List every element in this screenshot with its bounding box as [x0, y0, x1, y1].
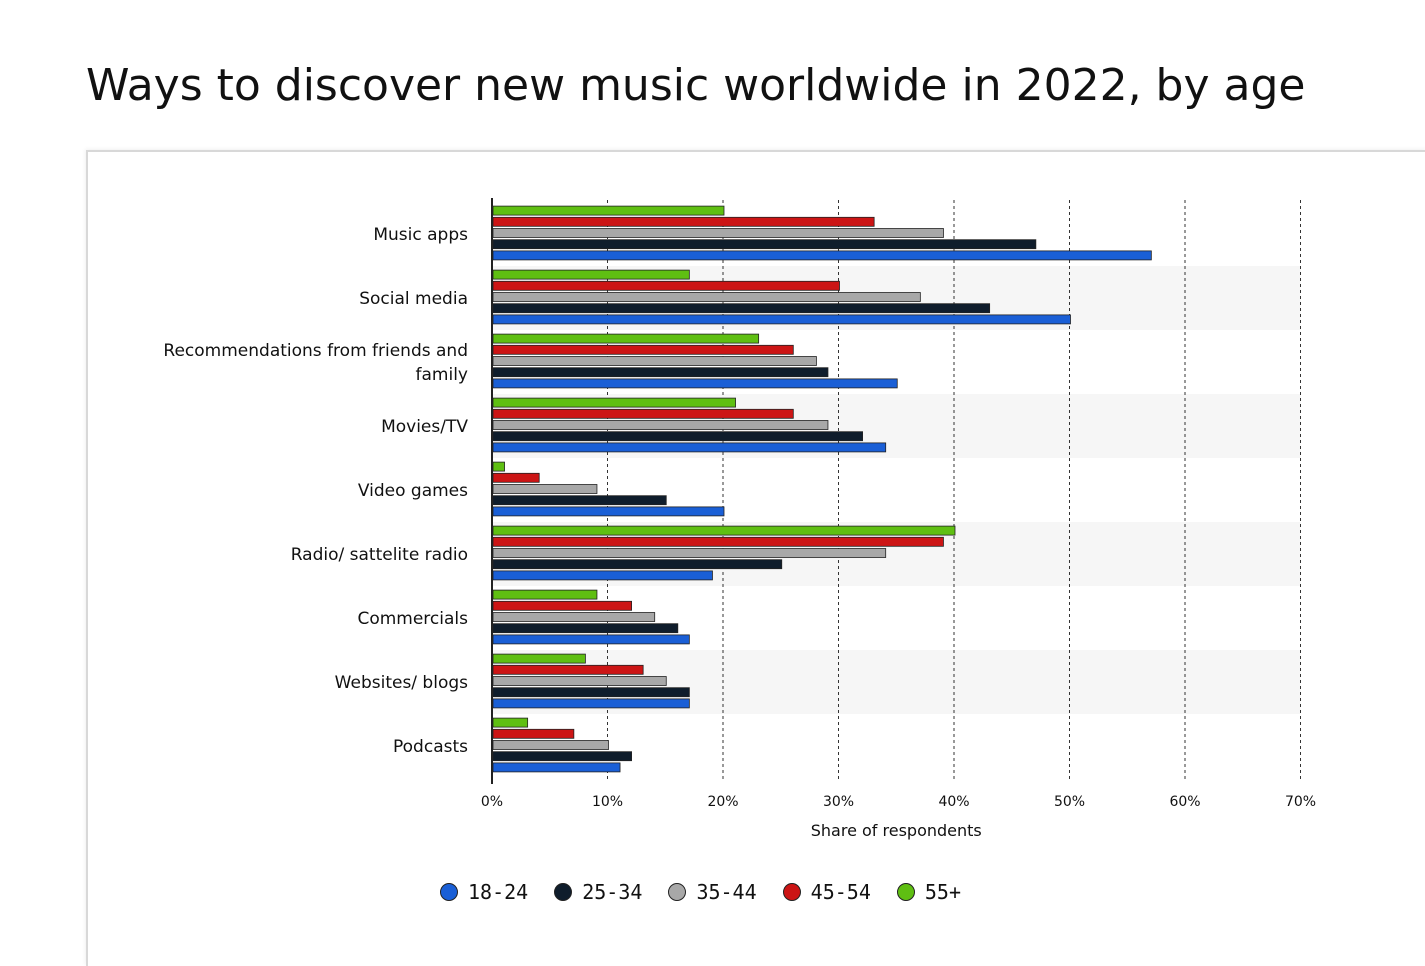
category-bands: [492, 266, 1301, 714]
category-label: Radio/ sattelite radio: [291, 545, 468, 565]
bar[interactable]: [492, 292, 921, 302]
bar[interactable]: [492, 431, 864, 442]
bar[interactable]: [492, 216, 875, 227]
bar[interactable]: [492, 408, 794, 419]
category-label: Movies/TV: [381, 417, 468, 437]
bar[interactable]: [492, 367, 829, 378]
x-tick-label: 50%: [1054, 794, 1085, 810]
bar-chart: Music apps Social media Recommendations fr…: [163, 198, 1316, 840]
bar[interactable]: [492, 269, 690, 280]
bar[interactable]: [492, 239, 1037, 250]
legend-item[interactable]: 35-44: [668, 880, 757, 904]
bar[interactable]: [492, 653, 586, 664]
x-tick-labels: 0% 10% 20% 30% 40% 50% 60% 70%: [481, 794, 1316, 810]
x-tick-label: 70%: [1285, 794, 1316, 810]
legend: 18-24 25-34 35-44 45-54 55+: [440, 880, 961, 904]
category-label: Music apps: [373, 225, 468, 245]
category-label: Recommendations from friends and: [163, 341, 468, 361]
bar[interactable]: [492, 525, 956, 536]
bar[interactable]: [492, 762, 621, 773]
bar[interactable]: [492, 472, 540, 483]
bar[interactable]: [492, 205, 725, 216]
legend-dot-icon: [668, 883, 687, 901]
bar[interactable]: [492, 698, 690, 709]
bar[interactable]: [492, 589, 598, 600]
bar[interactable]: [492, 461, 505, 472]
bar[interactable]: [492, 420, 829, 430]
category-label: family: [416, 365, 468, 385]
category-label: Video games: [358, 481, 468, 501]
bar[interactable]: [492, 664, 644, 675]
bar[interactable]: [492, 397, 736, 408]
bar[interactable]: [492, 344, 794, 355]
legend-item[interactable]: 18-24: [440, 880, 528, 904]
legend-item[interactable]: 25-34: [554, 880, 642, 904]
bar[interactable]: [492, 356, 817, 366]
x-tick-label: 60%: [1169, 794, 1200, 810]
x-axis-title: Share of respondents: [811, 821, 982, 840]
x-tick-label: 10%: [592, 794, 623, 810]
legend-dot-icon: [440, 883, 458, 901]
bar[interactable]: [492, 333, 760, 344]
bar[interactable]: [492, 506, 725, 517]
legend-label: 35-44: [696, 880, 757, 904]
bar[interactable]: [492, 250, 1152, 261]
x-tick-label: 40%: [938, 794, 969, 810]
x-tick-label: 30%: [823, 794, 854, 810]
x-tick-label: 20%: [707, 794, 738, 810]
bar[interactable]: [492, 559, 783, 570]
bar[interactable]: [492, 548, 887, 558]
legend-label: 55+: [924, 880, 961, 904]
category-label: Podcasts: [393, 737, 468, 757]
bar[interactable]: [492, 751, 633, 762]
legend-dot-icon: [554, 883, 573, 901]
legend-item[interactable]: 45-54: [782, 880, 871, 904]
category-label: Social media: [359, 289, 468, 309]
bar[interactable]: [492, 687, 690, 698]
bar[interactable]: [492, 378, 898, 389]
bar[interactable]: [492, 717, 529, 728]
bar[interactable]: [492, 228, 944, 238]
bar[interactable]: [492, 676, 667, 686]
bar[interactable]: [492, 536, 944, 547]
category-labels: Music apps Social media Recommendations fr…: [163, 225, 468, 757]
legend-label: 18-24: [468, 880, 529, 904]
bar[interactable]: [492, 280, 840, 291]
legend-item[interactable]: 55+: [896, 880, 961, 904]
page-title: Ways to discover new music worldwide in …: [86, 60, 1306, 111]
bar[interactable]: [492, 600, 633, 611]
bar[interactable]: [492, 634, 690, 645]
bar[interactable]: [492, 612, 656, 622]
bar[interactable]: [492, 495, 667, 506]
bar[interactable]: [492, 728, 575, 739]
bar[interactable]: [492, 314, 1071, 325]
chart-card: Music apps Social media Recommendations fr…: [86, 150, 1425, 966]
bar[interactable]: [492, 623, 679, 634]
category-label: Websites/ blogs: [335, 673, 468, 693]
bar[interactable]: [492, 740, 609, 750]
bar[interactable]: [492, 484, 598, 494]
legend-dot-icon: [782, 883, 801, 901]
category-label: Commercials: [357, 609, 468, 629]
legend-label: 45-54: [810, 880, 871, 904]
bar[interactable]: [492, 442, 887, 453]
legend-label: 25-34: [582, 880, 643, 904]
x-tick-label: 0%: [481, 794, 503, 810]
bars: [492, 205, 1152, 773]
bar[interactable]: [492, 570, 713, 581]
legend-dot-icon: [896, 883, 915, 901]
bar[interactable]: [492, 303, 991, 314]
